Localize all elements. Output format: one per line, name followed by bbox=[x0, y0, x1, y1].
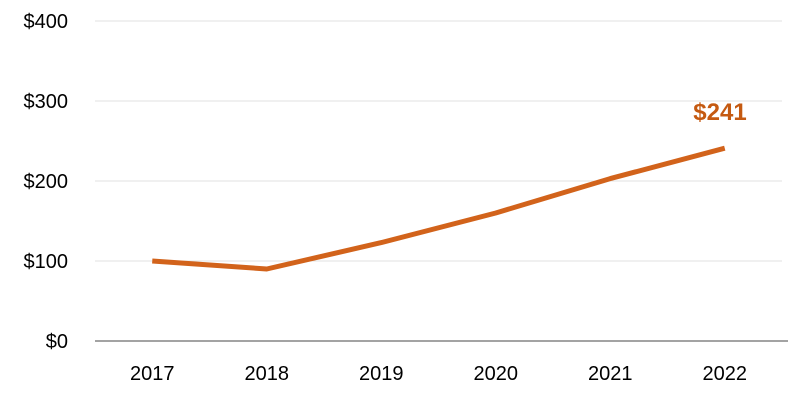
y-tick-label: $0 bbox=[46, 331, 68, 353]
series-line bbox=[152, 145, 726, 272]
x-tick-label: 2020 bbox=[474, 363, 519, 385]
last-point-data-label: $241 bbox=[693, 99, 747, 126]
x-tick-label: 2018 bbox=[245, 363, 290, 385]
y-tick-label: $100 bbox=[24, 251, 69, 273]
y-tick-label: $200 bbox=[24, 171, 69, 193]
x-tick-label: 2022 bbox=[703, 363, 748, 385]
x-tick-label: 2021 bbox=[588, 363, 633, 385]
y-tick-label: $300 bbox=[24, 91, 69, 113]
y-tick-label: $400 bbox=[24, 11, 69, 33]
x-tick-label: 2017 bbox=[130, 363, 175, 385]
x-tick-label: 2019 bbox=[359, 363, 404, 385]
